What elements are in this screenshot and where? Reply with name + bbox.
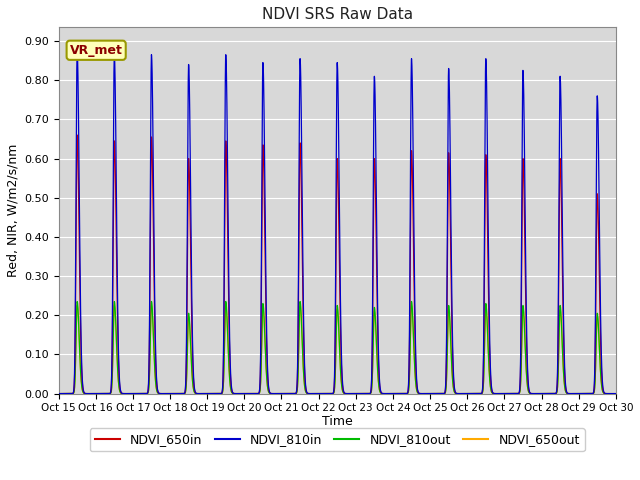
Y-axis label: Red, NIR, W/m2/s/nm: Red, NIR, W/m2/s/nm — [7, 144, 20, 277]
Text: VR_met: VR_met — [70, 44, 123, 57]
X-axis label: Time: Time — [322, 415, 353, 428]
Title: NDVI SRS Raw Data: NDVI SRS Raw Data — [262, 7, 413, 22]
Legend: NDVI_650in, NDVI_810in, NDVI_810out, NDVI_650out: NDVI_650in, NDVI_810in, NDVI_810out, NDV… — [90, 429, 585, 452]
